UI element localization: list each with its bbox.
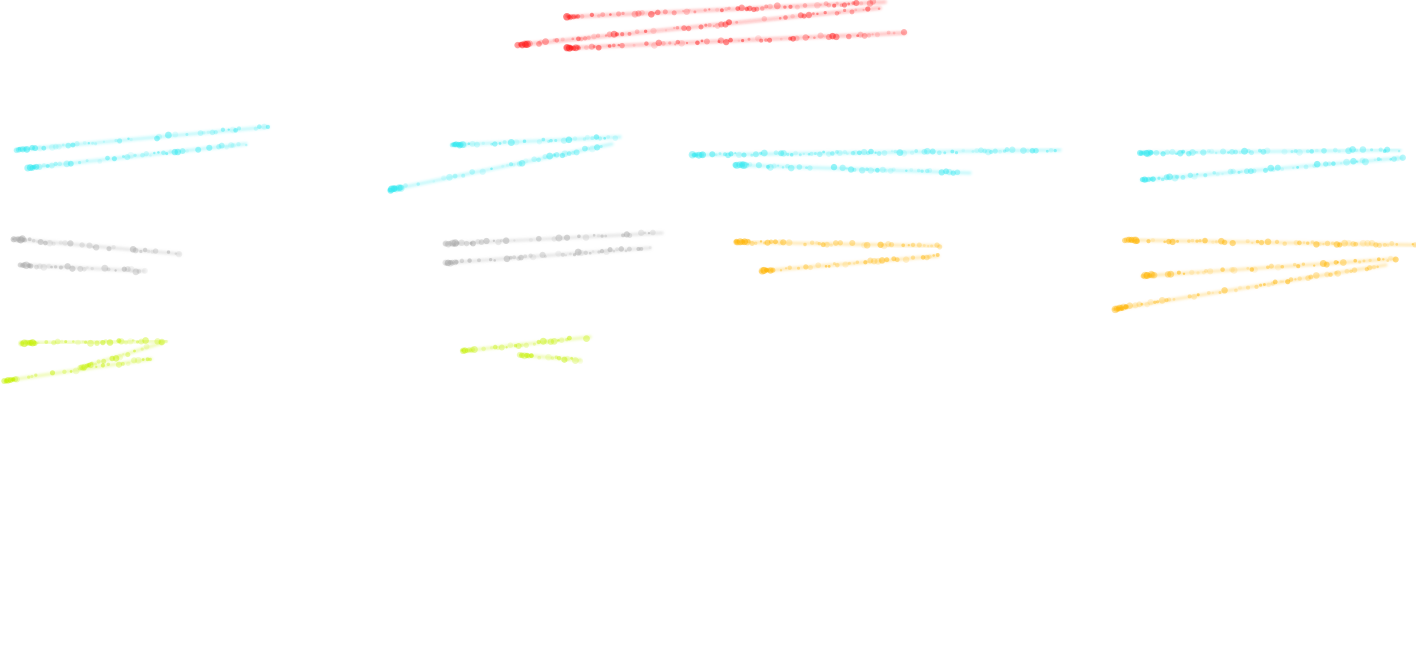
node-l2-d-texture-2	[1140, 255, 1399, 280]
node-l2-d-stroke-3	[1113, 263, 1388, 311]
node-l1-b-texture-1	[449, 134, 619, 149]
node-l2-c-stroke-2	[760, 254, 940, 273]
node-l3-a	[1, 337, 168, 384]
node-l1-c	[688, 146, 1062, 176]
node-l2-a	[10, 235, 183, 276]
node-l1-d-texture-2	[1139, 154, 1406, 183]
node-l1-b-stroke-2	[388, 142, 614, 192]
node-l1-c-texture-1	[688, 146, 1057, 159]
node-l1-c-stroke-2	[733, 163, 972, 175]
node-l2-d-texture-3	[1111, 265, 1379, 314]
node-l2-c-stroke-1	[734, 240, 942, 248]
node-root-stroke-1	[565, 0, 887, 19]
node-l3-a-texture-1	[17, 337, 168, 348]
node-l2-a-texture-2	[17, 261, 148, 276]
node-l1-b	[387, 134, 622, 194]
node-l1-a	[13, 123, 270, 172]
node-l1-b-texture-2	[387, 144, 603, 194]
node-l3-b-texture-2	[516, 351, 584, 364]
node-l2-b-texture-2	[442, 246, 652, 267]
node-layer	[1, 0, 1416, 384]
node-root-texture-2	[514, 6, 881, 49]
node-l3-a-stroke-1	[20, 339, 168, 345]
node-l3-a-texture-3	[77, 339, 165, 372]
node-l1-d-stroke-2	[1140, 156, 1404, 182]
node-l3-b	[459, 335, 592, 364]
node-l1-c-texture-2	[732, 160, 961, 176]
node-l2-b	[442, 229, 664, 267]
node-l1-a-stroke-1	[14, 125, 270, 152]
node-l1-a-texture-2	[24, 142, 248, 172]
node-root-texture-3	[563, 29, 908, 52]
node-l3-a-texture-2	[1, 356, 152, 384]
node-l1-d-texture-1	[1136, 146, 1401, 158]
node-l1-b-stroke-1	[450, 135, 622, 147]
node-l2-a-stroke-2	[18, 263, 146, 273]
node-root-texture-1	[563, 0, 877, 21]
node-l2-d-texture-1	[1121, 236, 1416, 248]
node-l2-b-stroke-2	[444, 246, 652, 265]
node-l2-c-texture-1	[733, 238, 943, 250]
node-l3-a-stroke-2	[2, 357, 153, 383]
node-l2-c-texture-2	[758, 252, 940, 275]
node-l2-c	[733, 238, 943, 275]
node-l3-b-texture-1	[459, 335, 590, 354]
node-l3-a-stroke-3	[78, 341, 164, 370]
node-l1-a-texture-1	[13, 123, 270, 154]
node-l2-b-stroke-1	[444, 231, 664, 246]
node-root-stroke-2	[516, 6, 882, 47]
node-l1-d	[1136, 146, 1406, 183]
node-l2-b-texture-1	[442, 229, 656, 248]
node-l2-a-texture-1	[10, 235, 183, 258]
node-l2-a-stroke-1	[12, 237, 182, 256]
node-root-stroke-3	[565, 31, 907, 50]
node-l2-d	[1111, 236, 1416, 314]
node-l1-a-stroke-2	[26, 142, 248, 170]
node-root	[514, 0, 908, 52]
